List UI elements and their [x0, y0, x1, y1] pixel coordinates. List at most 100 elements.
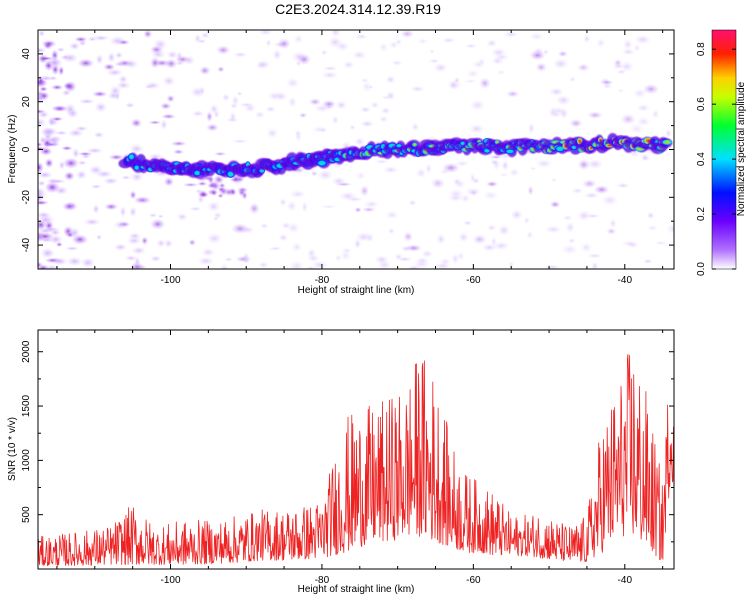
- noise-blob: [499, 172, 508, 177]
- noise-blob: [124, 59, 139, 69]
- noise-blob: [114, 51, 124, 59]
- noise-blob: [44, 158, 54, 168]
- noise-blob: [213, 212, 222, 219]
- noise-blob: [267, 246, 283, 251]
- noise-blob: [150, 57, 160, 69]
- noise-blob: [361, 81, 372, 93]
- noise-blob: [113, 243, 128, 252]
- spectrogram-x-axis-label: Height of straight line (km): [298, 285, 415, 296]
- noise-blob: [354, 231, 373, 243]
- noise-blob: [289, 189, 307, 199]
- noise-blob: [213, 174, 225, 185]
- noise-blob: [612, 63, 625, 70]
- noise-blob: [291, 242, 303, 252]
- noise-blob: [71, 147, 80, 159]
- noise-blob: [464, 43, 478, 49]
- noise-blob: [569, 118, 583, 128]
- noise-blob: [441, 37, 456, 44]
- noise-blob: [287, 96, 298, 108]
- noise-blob: [501, 159, 510, 172]
- noise-blob: [331, 176, 347, 186]
- noise-blob: [148, 212, 158, 218]
- noise-blob: [416, 167, 427, 179]
- colorbar: 0.0 0.2 0.4 0.6 0.8 Normalized spectral ampl…: [696, 29, 747, 276]
- noise-blob: [288, 260, 305, 269]
- y-tick-label: 500: [21, 506, 32, 523]
- noise-blob: [629, 122, 645, 135]
- noise-blob: [285, 77, 300, 89]
- noise-blob: [550, 177, 558, 183]
- y-tick-label: -40: [21, 237, 32, 252]
- noise-blob: [464, 186, 482, 195]
- noise-blob: [149, 255, 162, 263]
- noise-blob: [533, 47, 544, 56]
- y-tick-label: 20: [21, 96, 32, 108]
- noise-blob: [207, 175, 215, 185]
- noise-blob: [549, 200, 561, 209]
- noise-blob: [297, 53, 311, 66]
- noise-blob: [113, 61, 126, 67]
- noise-blob: [124, 102, 136, 109]
- noise-blob: [95, 169, 114, 179]
- noise-blob: [424, 163, 433, 175]
- noise-blob: [133, 256, 141, 268]
- noise-blob: [395, 38, 403, 46]
- noise-blob: [231, 173, 241, 184]
- noise-blob: [646, 211, 655, 220]
- noise-blob: [665, 128, 672, 139]
- noise-blob: [118, 74, 129, 84]
- noise-blob: [294, 130, 302, 143]
- noise-blob: [593, 185, 610, 195]
- noise-blob: [38, 109, 47, 114]
- noise-blob: [206, 232, 223, 245]
- noise-blob: [510, 209, 524, 221]
- noise-blob: [320, 204, 337, 209]
- noise-blob: [119, 205, 127, 218]
- noise-blob: [370, 101, 380, 109]
- noise-blob: [405, 244, 423, 252]
- snr-y-ticks: 500 1000 1500 2000: [21, 340, 674, 543]
- noise-blob: [606, 227, 617, 235]
- x-tick-label: -100: [160, 275, 180, 286]
- noise-blob: [197, 256, 215, 266]
- noise-blob: [391, 59, 404, 66]
- noise-blob: [113, 220, 129, 230]
- noise-blob: [150, 218, 166, 230]
- noise-blob: [335, 100, 348, 110]
- noise-blob: [131, 246, 147, 255]
- noise-blob: [562, 214, 573, 221]
- noise-blob: [277, 38, 291, 50]
- noise-blob: [409, 85, 425, 93]
- noise-blob: [152, 38, 168, 51]
- noise-blob: [41, 226, 60, 233]
- noise-blob: [490, 47, 507, 58]
- noise-blob: [453, 179, 467, 189]
- noise-blob: [565, 221, 575, 234]
- noise-blob: [527, 185, 534, 196]
- colorbar-tick-label: 0.2: [696, 207, 707, 221]
- noise-blob: [242, 252, 250, 262]
- noise-blob: [258, 261, 269, 269]
- noise-blob: [543, 264, 562, 269]
- noise-blob: [310, 170, 318, 177]
- noise-blob: [93, 131, 105, 139]
- noise-blob: [62, 157, 80, 169]
- noise-blob: [621, 240, 638, 247]
- noise-blob: [164, 58, 178, 69]
- noise-blob: [534, 159, 553, 169]
- noise-blob: [60, 54, 71, 60]
- noise-blob: [205, 123, 219, 132]
- noise-blob: [63, 82, 74, 90]
- noise-blob: [355, 171, 367, 181]
- colorbar-gradient: [711, 29, 737, 270]
- noise-blob: [321, 70, 339, 80]
- noise-blob: [237, 188, 246, 197]
- noise-blob: [38, 214, 55, 226]
- noise-blob: [428, 58, 440, 64]
- snr-x-ticks: -100 -80 -60 -40: [56, 330, 664, 586]
- noise-blob: [298, 112, 308, 119]
- noise-blob: [320, 49, 328, 56]
- noise-blob: [468, 123, 485, 134]
- noise-blob: [231, 139, 249, 144]
